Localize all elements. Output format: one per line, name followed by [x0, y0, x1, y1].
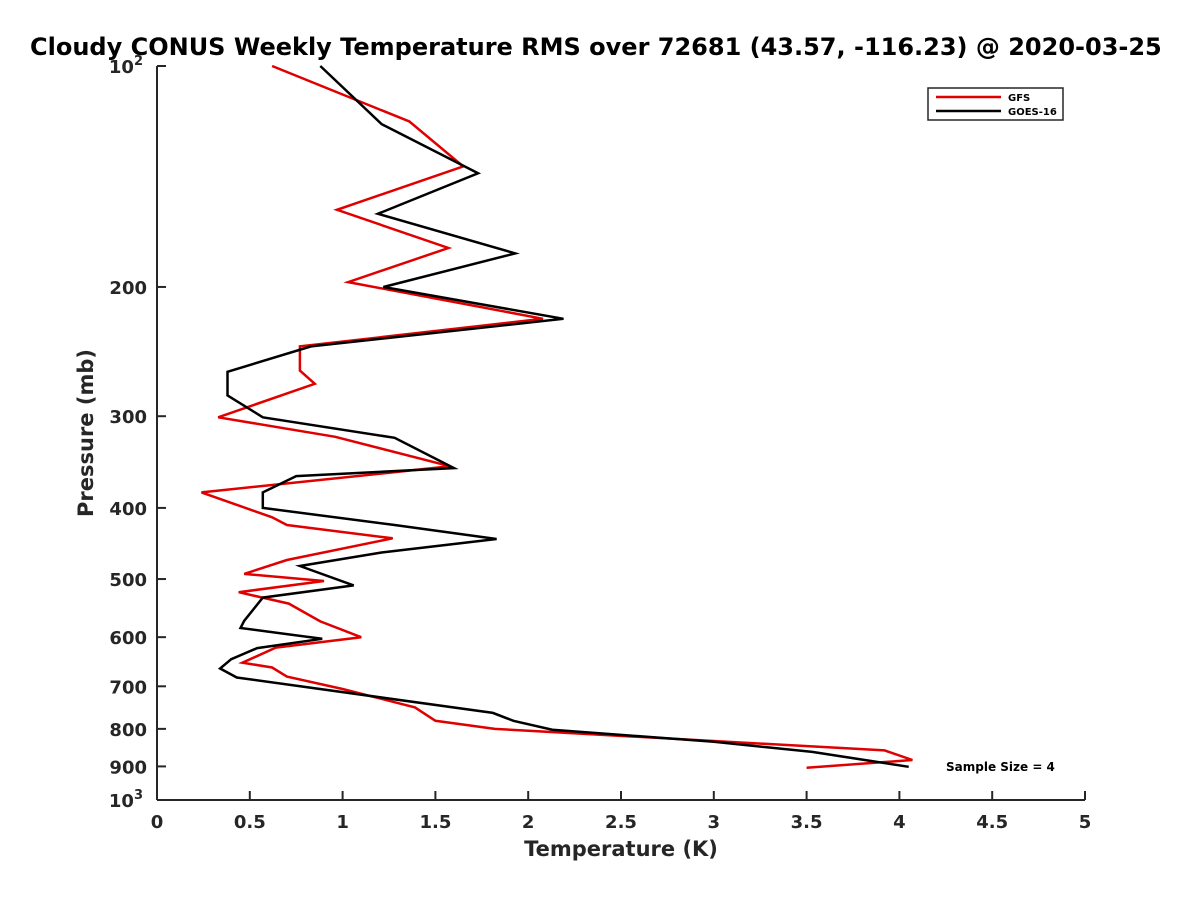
y-tick-label: 400: [109, 499, 147, 520]
x-axis-label: Temperature (K): [524, 837, 718, 861]
axes-layer: 0 0.5 1 1.5 2 2.5 3 3.5 4 4.5 5 102 200 300 400 500 600 7…: [109, 54, 1091, 833]
x-tick-label: 1: [336, 812, 349, 833]
x-tick-label: 3.5: [791, 812, 823, 833]
x-tick-label: 2.5: [605, 812, 637, 833]
legend-label: GOES-16: [1008, 107, 1057, 118]
x-tick-label: 0.5: [234, 812, 266, 833]
y-tick-label: 800: [109, 720, 147, 741]
x-tick-label: 3: [708, 812, 721, 833]
legend: GFS GOES-16: [927, 87, 1064, 121]
x-tick-label: 4.5: [976, 812, 1008, 833]
y-tick-label: 700: [109, 677, 147, 698]
x-tick-label: 4: [893, 812, 906, 833]
x-tick-label: 0: [151, 812, 164, 833]
series-line-gfs: [201, 64, 913, 770]
y-tick-label: 300: [109, 407, 147, 428]
y-axis-label: Pressure (mb): [74, 349, 98, 517]
y-tick-label: 102: [109, 54, 143, 78]
legend-box: [927, 87, 1064, 121]
legend-label: GFS: [1008, 93, 1030, 104]
x-tick-label: 1.5: [419, 812, 451, 833]
sample-size-annotation: Sample Size = 4: [946, 760, 1055, 774]
y-tick-label: 103: [109, 788, 143, 812]
y-tick-label: 900: [109, 757, 147, 778]
series-layer: [201, 64, 913, 770]
chart-title: Cloudy CONUS Weekly Temperature RMS over…: [30, 33, 1162, 61]
y-tick-label: 200: [109, 278, 147, 299]
series-line-goes-16: [217, 65, 909, 769]
x-tick-label: 2: [522, 812, 535, 833]
y-tick-label: 600: [109, 628, 147, 649]
x-tick-label: 5: [1079, 812, 1092, 833]
y-tick-label: 500: [109, 570, 147, 591]
